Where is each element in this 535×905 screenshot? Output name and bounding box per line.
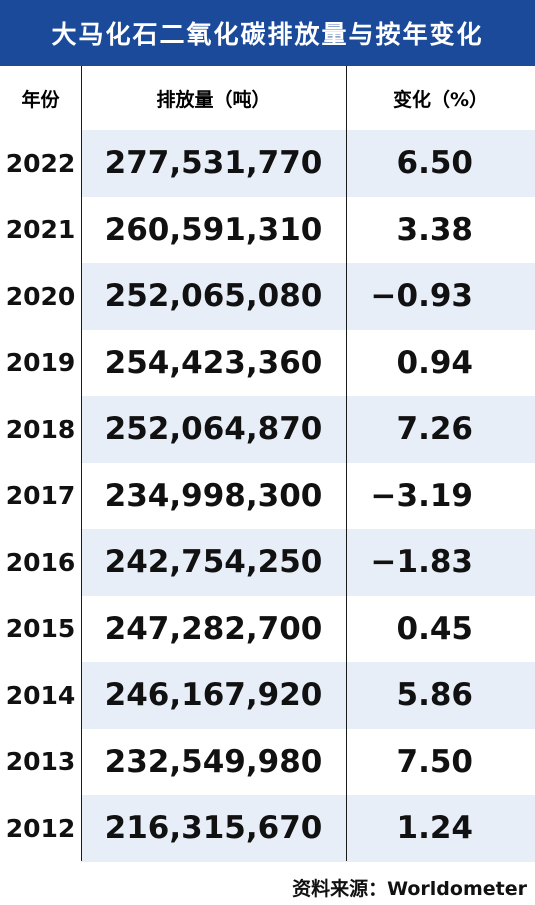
year-cell: 2015 [5,614,76,644]
table-row: 2015 247,282,700 0.45 [0,596,535,663]
emissions-cell: 252,065,080 [81,263,346,330]
year-cell: 2019 [5,348,76,378]
table-row: 2020 252,065,080 −0.93 [0,263,535,330]
change-cell: 5.86 [346,662,535,729]
year-cell: 2022 [5,148,76,178]
year-cell: 2016 [5,547,76,577]
change-cell: 1.24 [346,795,535,862]
table-row: 2017 234,998,300 −3.19 [0,463,535,530]
table-row: 2016 242,754,250 −1.83 [0,529,535,596]
emissions-cell: 254,423,360 [104,344,323,381]
table-row: 2013 232,549,980 7.50 [0,729,535,796]
table-row: 2014 246,167,920 5.86 [0,662,535,729]
year-cell: 2020 [5,281,76,311]
source-note: 资料来源：Worldometer [292,878,527,900]
year-cell: 2012 [5,813,76,843]
emissions-cell: 260,591,310 [104,211,323,248]
table-body: 2022 277,531,770 6.50 2021 260,591,310 3.38 20… [0,130,535,862]
change-cell: −3.19 [370,477,473,514]
change-cell: 7.26 [346,396,535,463]
emissions-cell: 242,754,250 [81,529,346,596]
emissions-cell: 234,998,300 [104,477,323,514]
table-row: 2019 254,423,360 0.94 [0,330,535,397]
change-cell: 6.50 [346,130,535,197]
emissions-cell: 232,549,980 [104,743,323,780]
table-row: 2022 277,531,770 6.50 [0,130,535,197]
emissions-cell: 252,064,870 [81,396,346,463]
table-header: 年份 排放量（吨） 变化（%） [0,66,535,130]
year-cell: 2017 [5,481,76,511]
change-cell: −1.83 [346,529,535,596]
change-cell: 0.94 [396,344,474,381]
change-cell: 0.45 [396,610,474,647]
column-divider [346,66,347,861]
year-cell: 2021 [5,215,76,245]
year-cell: 2018 [5,414,76,444]
change-cell: −0.93 [346,263,535,330]
column-divider [81,66,82,861]
year-cell: 2014 [5,680,76,710]
header-year: 年份 [21,88,60,111]
change-cell: 3.38 [396,211,474,248]
emissions-cell: 216,315,670 [81,795,346,862]
emissions-cell: 246,167,920 [81,662,346,729]
year-cell: 2013 [5,747,76,777]
table-title: 大马化石二氧化碳排放量与按年变化 [0,0,535,66]
table-row: 2021 260,591,310 3.38 [0,197,535,264]
table-row: 2012 216,315,670 1.24 [0,795,535,862]
emissions-cell: 277,531,770 [81,130,346,197]
header-emissions: 排放量（吨） [156,88,271,111]
change-cell: 7.50 [396,743,474,780]
emissions-cell: 247,282,700 [104,610,323,647]
header-change: 变化（%） [392,88,489,111]
table-row: 2018 252,064,870 7.26 [0,396,535,463]
